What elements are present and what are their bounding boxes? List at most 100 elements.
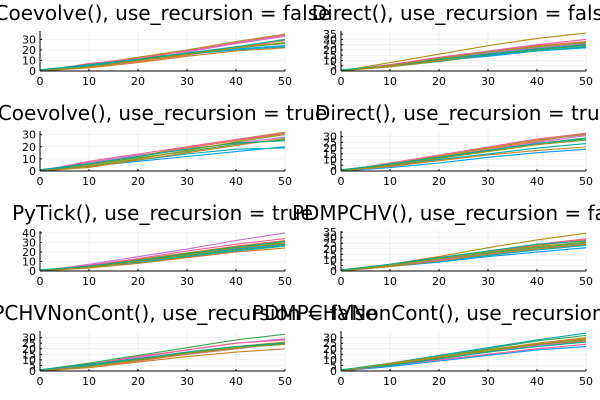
y-tick-label: 30 bbox=[323, 332, 337, 345]
y-tick-label: 15 bbox=[323, 148, 337, 161]
x-tick-label: 50 bbox=[278, 175, 292, 188]
x-tick-label: 20 bbox=[131, 275, 145, 288]
series-line-7 bbox=[340, 132, 587, 172]
x-tick-label: 0 bbox=[37, 75, 44, 88]
x-tick-label: 0 bbox=[37, 375, 44, 388]
y-tick-label: 0 bbox=[29, 165, 36, 178]
series-line-9 bbox=[39, 38, 286, 71]
x-tick-label: 10 bbox=[383, 375, 397, 388]
x-tick-label: 40 bbox=[530, 175, 544, 188]
subplot-7: PDMPCHVNonCont(), use_recursion = false 0… bbox=[0, 301, 377, 388]
x-tick-label: 40 bbox=[229, 75, 243, 88]
x-tick-label: 10 bbox=[82, 375, 96, 388]
x-tick-label: 20 bbox=[432, 75, 446, 88]
x-tick-label: 10 bbox=[82, 175, 96, 188]
y-tick-label: 0 bbox=[330, 65, 337, 78]
y-tick-label: 35 bbox=[323, 226, 337, 239]
x-tick-label: 30 bbox=[481, 175, 495, 188]
x-tick-label: 30 bbox=[481, 275, 495, 288]
y-tick-label: 30 bbox=[22, 332, 36, 345]
y-tick-label: 25 bbox=[323, 39, 337, 52]
series-line-10 bbox=[340, 241, 587, 272]
x-tick-label: 50 bbox=[278, 375, 292, 388]
y-tick-label: 35 bbox=[323, 28, 337, 41]
y-tick-label: 20 bbox=[323, 343, 337, 356]
y-tick-label: 10 bbox=[22, 54, 36, 67]
subplot-6: PDMPCHV(), use_recursion = false01020304… bbox=[292, 201, 600, 288]
x-tick-label: 10 bbox=[82, 275, 96, 288]
series-line-10 bbox=[340, 42, 587, 72]
series-line-1 bbox=[340, 148, 587, 172]
series-line-8 bbox=[39, 247, 286, 272]
x-tick-label: 50 bbox=[278, 75, 292, 88]
subplot-title: PDMPCHV(), use_recursion = false bbox=[292, 201, 600, 225]
series-line-3 bbox=[39, 333, 286, 371]
x-tick-label: 30 bbox=[481, 75, 495, 88]
y-tick-label: 0 bbox=[29, 65, 36, 78]
y-tick-label: 5 bbox=[330, 259, 337, 272]
y-tick-label: 30 bbox=[22, 33, 36, 46]
subplot-title: Direct(), use_recursion = true bbox=[315, 101, 600, 125]
y-tick-label: 0 bbox=[29, 265, 36, 278]
x-tick-label: 20 bbox=[432, 275, 446, 288]
series-line-10 bbox=[39, 242, 286, 272]
x-tick-label: 20 bbox=[131, 375, 145, 388]
series-line-7 bbox=[39, 238, 286, 272]
series-line-9 bbox=[340, 138, 587, 171]
series-line-5 bbox=[340, 32, 587, 72]
x-tick-label: 10 bbox=[383, 75, 397, 88]
y-tick-label: 25 bbox=[323, 237, 337, 250]
y-tick-label: 10 bbox=[323, 354, 337, 367]
y-tick-label: 15 bbox=[323, 348, 337, 361]
x-tick-label: 30 bbox=[180, 175, 194, 188]
x-tick-label: 50 bbox=[579, 175, 593, 188]
x-tick-label: 20 bbox=[432, 375, 446, 388]
y-tick-label: 30 bbox=[22, 236, 36, 249]
y-tick-label: 10 bbox=[323, 54, 337, 67]
y-tick-label: 30 bbox=[323, 33, 337, 46]
y-tick-label: 25 bbox=[323, 337, 337, 350]
x-tick-label: 10 bbox=[383, 175, 397, 188]
x-tick-label: 50 bbox=[579, 375, 593, 388]
y-tick-label: 40 bbox=[22, 227, 36, 240]
y-tick-label: 20 bbox=[22, 44, 36, 57]
x-tick-label: 0 bbox=[37, 275, 44, 288]
series-line-8 bbox=[39, 137, 286, 172]
x-tick-label: 30 bbox=[180, 275, 194, 288]
x-tick-label: 40 bbox=[530, 375, 544, 388]
y-tick-label: 5 bbox=[330, 359, 337, 372]
x-tick-label: 20 bbox=[131, 175, 145, 188]
series-line-7 bbox=[39, 34, 286, 72]
subplot-title: PDMPCHVNonCont(), use_recursion = true bbox=[252, 301, 600, 325]
x-tick-label: 30 bbox=[180, 375, 194, 388]
x-tick-label: 30 bbox=[180, 75, 194, 88]
series-line-8 bbox=[340, 243, 587, 272]
y-tick-label: 0 bbox=[330, 165, 337, 178]
y-tick-label: 5 bbox=[330, 159, 337, 172]
series-line-8 bbox=[340, 146, 587, 172]
y-tick-label: 10 bbox=[22, 255, 36, 268]
y-tick-label: 20 bbox=[323, 243, 337, 256]
y-tick-label: 10 bbox=[323, 154, 337, 167]
subplot-8: PDMPCHVNonCont(), use_recursion = true01… bbox=[252, 301, 600, 388]
y-tick-label: 20 bbox=[323, 44, 337, 57]
x-tick-label: 0 bbox=[37, 175, 44, 188]
y-tick-label: 15 bbox=[22, 348, 36, 361]
x-tick-label: 0 bbox=[338, 75, 345, 88]
y-tick-label: 15 bbox=[323, 49, 337, 62]
y-tick-label: 25 bbox=[323, 136, 337, 149]
y-tick-label: 15 bbox=[323, 248, 337, 261]
x-tick-label: 40 bbox=[229, 175, 243, 188]
subplot-3: Coevolve(), use_recursion = true 0 10 20 30 4… bbox=[0, 101, 327, 188]
series-line-7 bbox=[39, 132, 286, 172]
series-line-9 bbox=[39, 140, 286, 171]
y-tick-label: 20 bbox=[22, 246, 36, 259]
y-tick-label: 30 bbox=[323, 232, 337, 245]
x-tick-label: 40 bbox=[530, 275, 544, 288]
subplot-title: Coevolve(), use_recursion = true bbox=[0, 101, 327, 125]
y-tick-label: 20 bbox=[323, 142, 337, 155]
